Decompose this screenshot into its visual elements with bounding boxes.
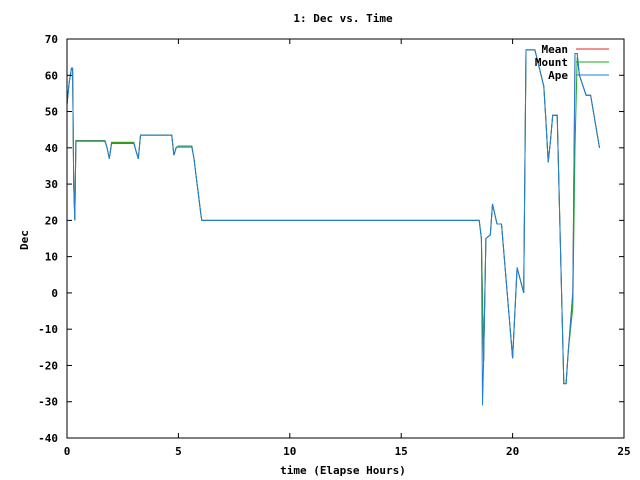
y-tick-label: -10 <box>38 323 58 336</box>
y-tick-label: -20 <box>38 359 58 372</box>
y-tick-label: 0 <box>51 287 58 300</box>
series-line-ape <box>66 49 600 406</box>
y-tick-label: 70 <box>45 33 58 46</box>
y-tick-label: -30 <box>38 396 58 409</box>
y-tick-label: 40 <box>45 142 58 155</box>
x-tick-label: 0 <box>64 445 71 458</box>
series-layer <box>66 49 600 406</box>
y-tick-label: 10 <box>45 251 58 264</box>
x-tick-label: 10 <box>283 445 296 458</box>
y-tick-label: 30 <box>45 178 58 191</box>
x-axis-label: time (Elapse Hours) <box>280 464 406 477</box>
x-tick-label: 5 <box>175 445 182 458</box>
legend-label-mean: Mean <box>542 43 569 56</box>
legend-label-mount: Mount <box>535 56 568 69</box>
x-tick-label: 25 <box>617 445 630 458</box>
legend-label-ape: Ape <box>548 69 568 82</box>
y-axis-label: Dec <box>18 230 31 250</box>
plot-border <box>66 38 625 439</box>
y-tick-label: 20 <box>45 214 58 227</box>
x-tick-label: 20 <box>506 445 519 458</box>
chart-title: 1: Dec vs. Time <box>293 12 393 25</box>
x-tick-label: 15 <box>395 445 408 458</box>
axes-layer: 0 5 10 15 20 25 -40 -30 -20 -10 0 10 20 30 40 50 60 70 <box>38 33 631 458</box>
y-tick-label: 50 <box>45 106 58 119</box>
y-tick-label: -40 <box>38 432 58 445</box>
y-tick-label: 60 <box>45 69 58 82</box>
